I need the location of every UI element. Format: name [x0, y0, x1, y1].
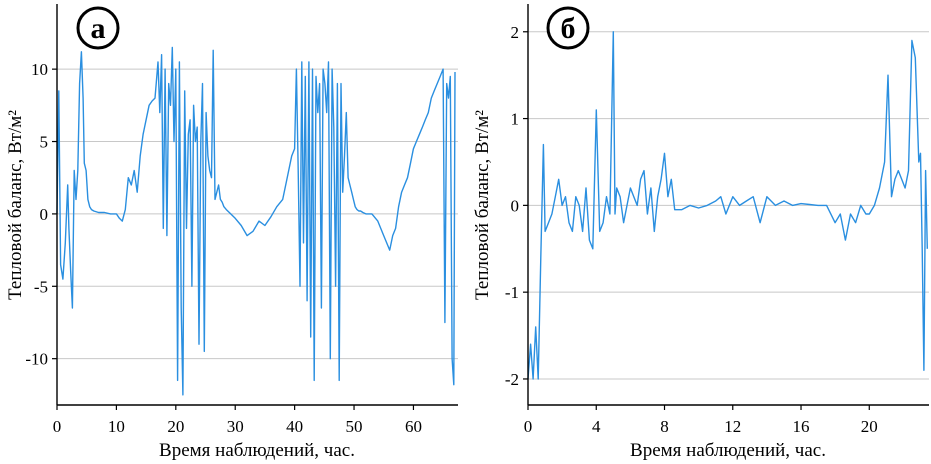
- panel-a-data-line: [56, 46, 456, 396]
- panel-b-y-tick-label: 2: [511, 23, 520, 42]
- panel-a-y-tick-label: 0: [40, 205, 49, 224]
- panel-a-letter-badge: а: [76, 6, 120, 50]
- panel-b-letter-circle: [546, 6, 590, 50]
- panel-a-series: [56, 46, 456, 396]
- panel-b-labels: Время наблюдений, час. Тепловой баланс, …: [472, 110, 826, 461]
- panel-a-xlabel: Время наблюдений, час.: [159, 440, 355, 461]
- panel-b-chart: 2 1 0 -1 -2 0 4 8 12 16 20 Время наблюдений, час. …: [472, 4, 929, 461]
- panel-b-x-tick-label: 12: [724, 417, 741, 436]
- panel-a-axes: [56, 4, 458, 406]
- panel-a-x-tick-label: 10: [108, 417, 125, 436]
- panel-b-letter: б: [561, 12, 576, 45]
- panel-a-y-tick-label: -5: [34, 277, 48, 296]
- panel-b-data-line: [527, 31, 928, 380]
- panel-a-x-tick-label: 60: [405, 417, 422, 436]
- panel-b-letter-badge: б: [546, 6, 590, 50]
- panel-a-x-tick-label: 30: [227, 417, 244, 436]
- panel-a-labels: Время наблюдений, час. Тепловой баланс, …: [5, 110, 355, 461]
- panel-a-letter-circle: [76, 6, 120, 50]
- panel-a-letter: а: [91, 12, 106, 45]
- panel-a-y-tick-label: -10: [25, 350, 48, 369]
- panel-b-axes: [527, 4, 929, 406]
- panel-b-x-tick-label: 16: [793, 417, 810, 436]
- panel-b-xlabel: Время наблюдений, час.: [630, 440, 826, 461]
- panel-b-x-tick-label: 0: [524, 417, 533, 436]
- panel-b-y-tick-label: -2: [505, 370, 519, 389]
- panel-a-x-tick-label: 0: [53, 417, 62, 436]
- panel-a-ylabel: Тепловой баланс, Вт/м²: [5, 110, 26, 300]
- panel-b-x-tick-label: 8: [660, 417, 669, 436]
- panel-b-x-tick-label: 20: [861, 417, 878, 436]
- panel-b-series: [527, 31, 928, 380]
- panel-b-ylabel: Тепловой баланс, Вт/м²: [472, 110, 493, 300]
- panel-b-y-tick-label: 1: [511, 110, 520, 129]
- panel-a-y-tick-label: 10: [31, 60, 48, 79]
- panel-b-y-tick-label: 0: [511, 196, 520, 215]
- panel-b-y-tick-label: -1: [505, 283, 519, 302]
- panel-a-x-tick-label: 20: [167, 417, 184, 436]
- panel-a-y-tick-label: 5: [40, 133, 49, 152]
- panel-a-x-tick-label: 40: [286, 417, 303, 436]
- panel-b-gridlines: [528, 31, 929, 380]
- panel-a-x-tick-label: 50: [346, 417, 363, 436]
- panel-b-x-tick-label: 4: [592, 417, 601, 436]
- panel-b-ticks: 2 1 0 -1 -2 0 4 8 12 16 20: [505, 23, 878, 436]
